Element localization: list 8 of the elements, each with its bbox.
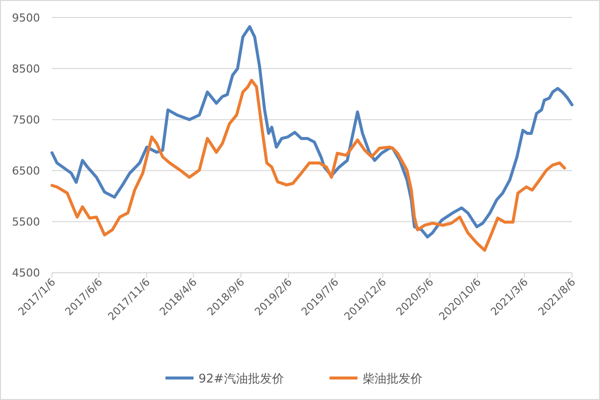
legend-label: 柴油批发价 [362,372,422,386]
y-tick-label: 5500 [12,216,40,229]
y-tick-label: 4500 [12,266,40,280]
y-tick-label: 7500 [12,114,40,127]
legend-label: 92#汽油批发价 [198,372,284,386]
y-tick-label: 6500 [12,164,40,178]
y-tick-label: 8500 [12,62,40,76]
y-tick-label: 9500 [12,12,40,24]
